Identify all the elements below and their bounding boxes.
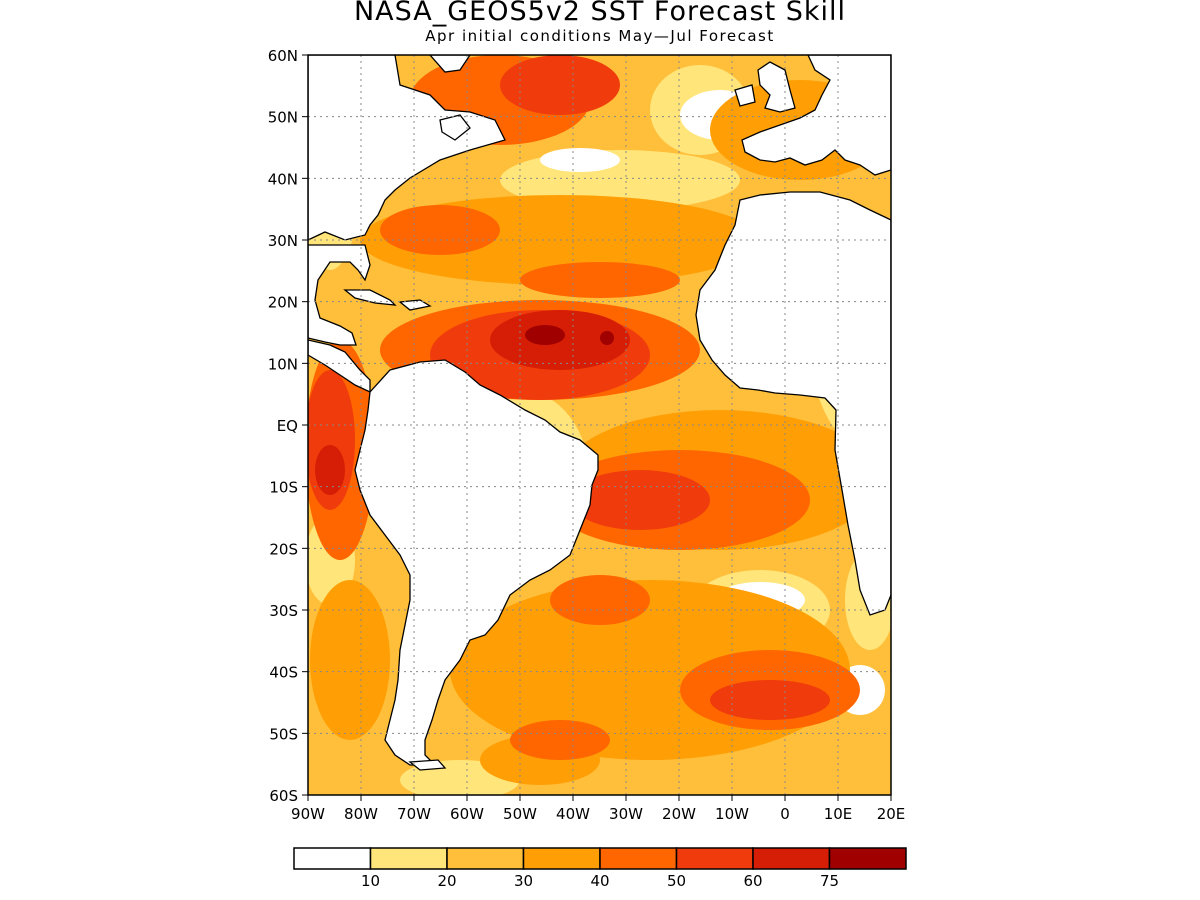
map-subtitle: Apr initial conditions May—Jul Forecast — [425, 27, 775, 45]
colorbar-level-label: 60 — [743, 872, 762, 890]
longitude-tick-label: 10W — [715, 805, 749, 823]
latitude-tick-label: 30N — [268, 232, 298, 250]
ireland-land — [734, 84, 756, 107]
longitude-tick-label: 20E — [877, 805, 906, 823]
north-america-land — [308, 55, 506, 241]
colorbar-level-label: 30 — [514, 872, 533, 890]
colorbar-swatch — [293, 847, 372, 870]
colorbar-swatch — [522, 847, 601, 870]
latitude-tick-label: 40N — [268, 170, 298, 188]
tierra-del-fuego-land — [408, 759, 447, 771]
latitude-tick-label: 30S — [269, 602, 298, 620]
colorbar-level-label: 40 — [590, 872, 609, 890]
map-gridlines — [308, 55, 891, 795]
latitude-tick-label: 60S — [269, 787, 298, 805]
africa-land — [695, 191, 891, 616]
latitude-tick-label: 20N — [268, 294, 298, 312]
longitude-tick-label: 0 — [780, 805, 790, 823]
south-america-land — [354, 359, 599, 766]
gulf-coast-land — [308, 244, 371, 346]
british-isles-land — [757, 61, 796, 113]
newfoundland-land — [439, 114, 471, 141]
hispaniola-land — [398, 299, 432, 311]
longitude-tick-label: 20W — [662, 805, 696, 823]
colorbar-level-label: 20 — [437, 872, 456, 890]
europe-land — [741, 55, 891, 176]
cuba-land — [343, 289, 397, 306]
latitude-labels: 60N 50N 40N 30N 20N 10N EQ 10S 20S 30S 40S 50S 60S — [268, 47, 308, 805]
skill-above-75-areas — [525, 325, 614, 345]
longitude-tick-label: 50W — [503, 805, 537, 823]
colorbar-swatch — [675, 847, 754, 870]
latitude-tick-label: 50N — [268, 109, 298, 127]
colorbar-swatch — [369, 847, 448, 870]
colorbar-swatch — [446, 847, 525, 870]
ocean-field — [308, 55, 891, 795]
colorbar: 10 20 30 40 50 60 75 — [293, 847, 907, 890]
colorbar-level-label: 75 — [820, 872, 839, 890]
longitude-tick-label: 60W — [450, 805, 484, 823]
longitude-tick-label: 70W — [397, 805, 431, 823]
latitude-tick-label: 60N — [268, 47, 298, 65]
latitude-tick-label: 40S — [269, 664, 298, 682]
colorbar-swatch — [599, 847, 678, 870]
latitude-tick-label: 20S — [269, 540, 298, 558]
colorbar-level-label: 10 — [361, 872, 380, 890]
longitude-tick-label: 40W — [556, 805, 590, 823]
longitude-tick-label: 80W — [344, 805, 378, 823]
colorbar-level-label: 50 — [667, 872, 686, 890]
longitude-tick-label: 10E — [824, 805, 853, 823]
longitude-tick-label: 90W — [291, 805, 325, 823]
latitude-tick-label: 50S — [269, 725, 298, 743]
map-title: NASA_GEOS5v2 SST Forecast Skill — [353, 0, 847, 27]
latitude-tick-label: 10S — [269, 479, 298, 497]
greenland-land — [429, 55, 471, 73]
latitude-tick-label: EQ — [277, 417, 298, 435]
land-masses — [308, 55, 891, 771]
colorbar-swatch — [752, 847, 831, 870]
longitude-labels: 90W 80W 70W 60W 50W 40W 30W 20W 10W 0 10E 20E — [291, 795, 905, 823]
latitude-tick-label: 10N — [268, 355, 298, 373]
colorbar-swatch — [828, 847, 907, 870]
longitude-tick-label: 30W — [609, 805, 643, 823]
